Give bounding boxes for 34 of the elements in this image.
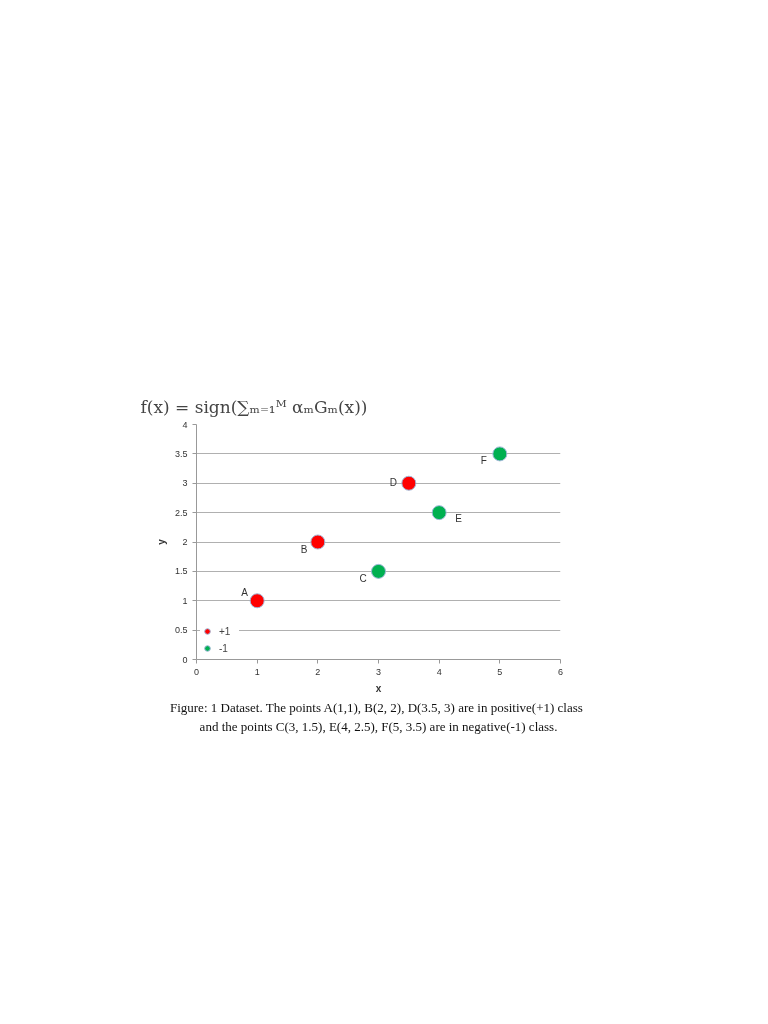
- y-tick-label: 2.5: [174, 507, 188, 518]
- point: [310, 534, 326, 550]
- point: [431, 505, 447, 521]
- y-tick-label: 1.5: [174, 566, 188, 577]
- y-tick-label: 3.5: [174, 448, 188, 459]
- x-tick-label: 1: [254, 666, 260, 677]
- annotation: F: [480, 454, 487, 466]
- x-tick-label: 0: [194, 666, 200, 677]
- annotation: A: [241, 586, 249, 598]
- annotation: E: [455, 512, 463, 524]
- y-tick-label: 3: [182, 478, 188, 489]
- x-tick-label: 5: [497, 666, 503, 677]
- x-tick-label: 2: [315, 666, 321, 677]
- point: [371, 563, 386, 579]
- y-tick-label: 0.5: [174, 625, 188, 636]
- y-tick-label: 2: [182, 537, 188, 547]
- legend-label: +1: [219, 624, 232, 638]
- x-tick-label: 4: [436, 666, 442, 677]
- y-axis-title: y: [155, 538, 167, 545]
- x-tick-label: 3: [376, 666, 382, 677]
- x-tick-label: 6: [558, 666, 564, 677]
- annotation: D: [389, 477, 398, 489]
- x-axis-title: x: [375, 682, 382, 694]
- y-tick-label: 0: [182, 654, 188, 665]
- point: [249, 593, 265, 609]
- chart-title: f(x) = sign(∑ₘ₌₁ᴹ αₘGₘ(x)): [140, 396, 368, 417]
- y-tick-label: 1: [182, 595, 188, 606]
- point: [401, 475, 417, 491]
- point: [492, 446, 508, 462]
- text: Figure: 1 Dataset. The points A(1,1), B(2, 2), D(3.5, 3) are in positive(+1) class and the points C(3, 1.5), E(4, 2.5), F(5, 3.5) are in negative(-1) class.: [169, 699, 583, 734]
- legend-label: -1: [219, 641, 229, 655]
- annotation: B: [300, 544, 308, 555]
- y-tick-label: 4: [182, 419, 188, 430]
- annotation: C: [359, 573, 367, 585]
